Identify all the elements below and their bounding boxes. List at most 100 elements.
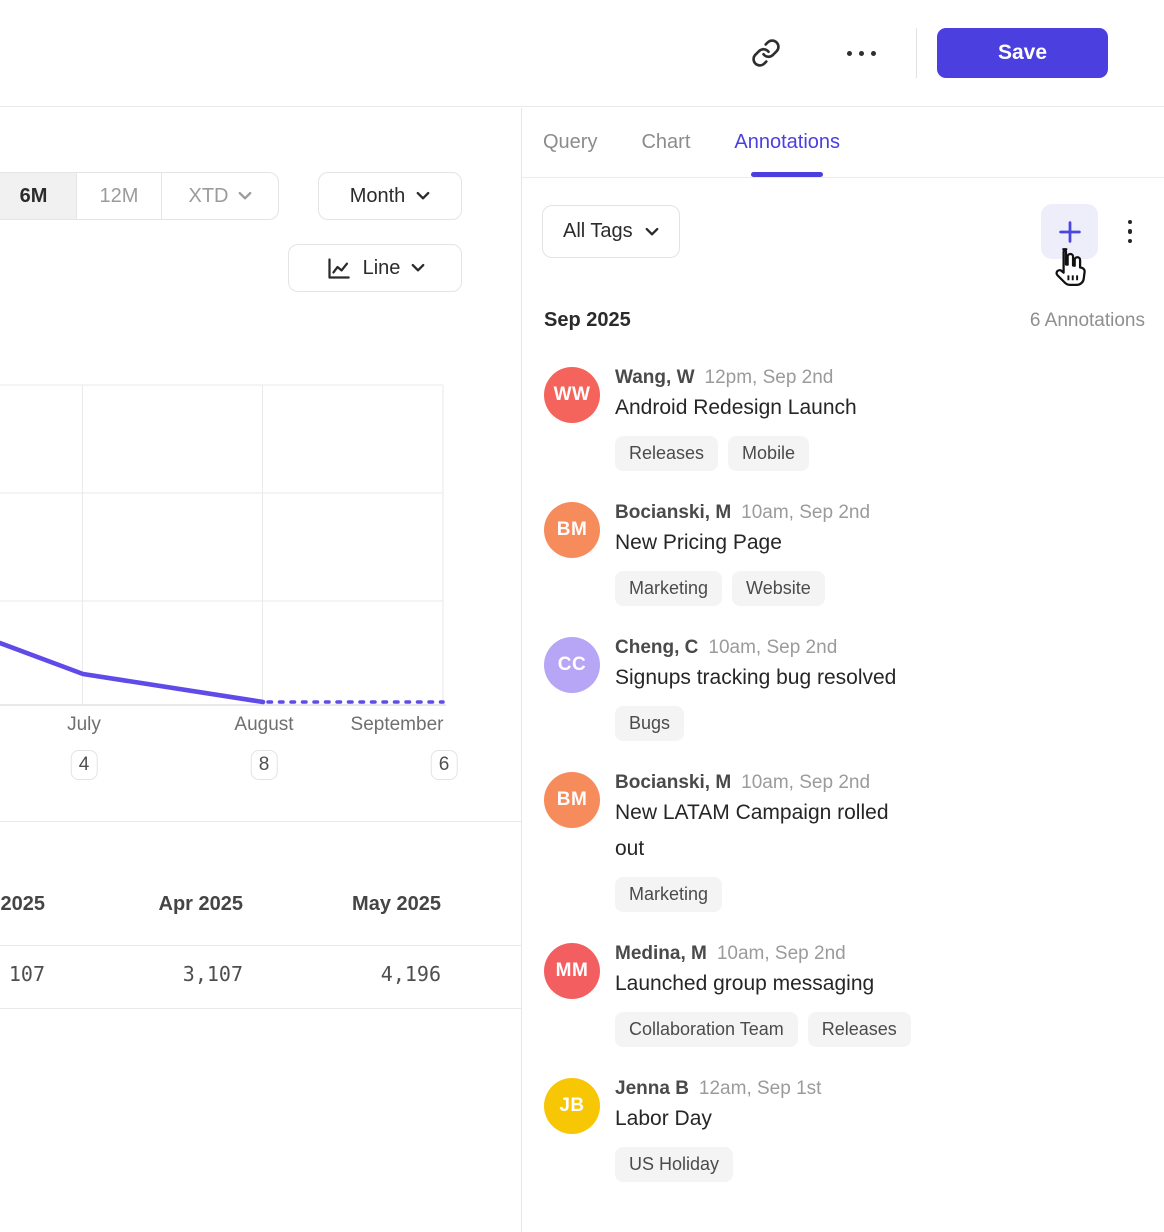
chart-panel: 6M 12M XTD Month Line July 4 August 8 Septembe… [0, 0, 521, 1232]
range-option-label: 6M [19, 184, 48, 207]
annotation-item[interactable]: BM Bocianski, M 10am, Sep 2nd New LATAM Cam… [544, 772, 1164, 912]
annotation-item[interactable]: MM Medina, M 10am, Sep 2nd Launched group m… [544, 943, 1164, 1047]
table-top-border [0, 821, 521, 822]
tag-pill[interactable]: Collaboration Team [615, 1012, 798, 1047]
share-link-button[interactable] [749, 36, 783, 70]
annotation-body: Wang, W 12pm, Sep 2nd Android Redesign Lau… [615, 367, 857, 471]
table-cell-value: 3,107 [182, 962, 243, 986]
x-axis-label: September [350, 714, 444, 735]
range-option-12m[interactable]: 12M [76, 173, 161, 219]
avatar: CC [544, 637, 600, 693]
annotation-title: out [615, 837, 645, 860]
chevron-down-icon [238, 191, 252, 201]
tag-pill[interactable]: Mobile [728, 436, 810, 471]
table-value-row: 107 3,107 4,196 [0, 962, 441, 986]
annotation-title: New LATAM Campaign rolled [615, 801, 889, 824]
annotation-title: Launched group messaging [615, 972, 875, 995]
tag-pill[interactable]: Bugs [615, 706, 685, 741]
add-annotation-button[interactable] [1041, 204, 1098, 259]
annotation-timestamp: 10am, Sep 2nd [716, 943, 846, 964]
annotation-tags: Collaboration Team Releases [615, 1012, 911, 1047]
tag-filter-label: All Tags [563, 220, 633, 242]
annotation-body: Bocianski, M 10am, Sep 2nd New LATAM Campa… [615, 772, 889, 912]
avatar: WW [544, 367, 600, 423]
x-axis-label: July [67, 714, 101, 735]
tag-pill[interactable]: Marketing [615, 877, 723, 912]
annotation-tags: Releases Mobile [615, 436, 857, 471]
annotations-panel: Query Chart Annotations All Tags Sep 2025 … [521, 108, 1164, 1232]
annotation-author: Cheng, C [615, 637, 699, 658]
annotation-timestamp: 10am, Sep 2nd [708, 637, 838, 658]
range-option-label: 12M [99, 184, 139, 207]
range-option-label: XTD [188, 184, 229, 207]
tab-query[interactable]: Query [543, 131, 598, 153]
annotation-item[interactable]: JB Jenna B 12am, Sep 1st Labor Day US Holida… [544, 1078, 1164, 1182]
annotation-author: Bocianski, M [615, 502, 732, 523]
range-option-xtd[interactable]: XTD [161, 173, 278, 219]
annotation-title: New Pricing Page [615, 531, 782, 554]
chart-type-dropdown[interactable]: Line [288, 244, 462, 292]
table-header-row: 2025 Apr 2025 May 2025 [0, 893, 442, 916]
annotation-timestamp: 10am, Sep 2nd [741, 772, 871, 793]
annotation-body: Cheng, C 10am, Sep 2nd Signups tracking bu… [615, 637, 896, 741]
annotation-header: Bocianski, M 10am, Sep 2nd [615, 502, 870, 524]
annotation-body: Medina, M 10am, Sep 2nd Launched group mes… [615, 943, 911, 1047]
annotation-header: Jenna B 12am, Sep 1st [615, 1078, 821, 1100]
group-count-label: 6 Annotations [1029, 310, 1145, 331]
annotation-item[interactable]: CC Cheng, C 10am, Sep 2nd Signups tracking … [544, 637, 1164, 741]
annotation-title: Signups tracking bug resolved [615, 666, 897, 689]
panel-tabs: Query Chart Annotations [522, 108, 1164, 178]
topbar-divider [916, 28, 917, 78]
save-button[interactable]: Save [937, 28, 1108, 78]
annotation-group-header: Sep 2025 6 Annotations [544, 309, 1145, 332]
avatar: BM [544, 772, 600, 828]
ellipsis-icon [846, 50, 876, 56]
annotation-tags: Marketing [615, 877, 889, 912]
kebab-icon [1127, 219, 1133, 225]
annotation-author: Medina, M [615, 943, 707, 964]
interval-dropdown[interactable]: Month [318, 172, 462, 220]
chart-type-label: Line [362, 256, 401, 279]
annotation-tags: Bugs [615, 706, 896, 741]
annotation-list: WW Wang, W 12pm, Sep 2nd Android Redesign L… [544, 367, 1164, 1182]
annotation-author: Jenna B [615, 1078, 689, 1099]
tag-pill[interactable]: Marketing [615, 571, 723, 606]
more-options-button[interactable] [844, 36, 878, 70]
tab-annotations[interactable]: Annotations [734, 108, 840, 177]
avatar: JB [544, 1078, 600, 1134]
annotation-timestamp: 12pm, Sep 2nd [704, 367, 834, 388]
tab-chart[interactable]: Chart [641, 131, 691, 153]
table-bottom-border [0, 1008, 521, 1009]
annotation-count-badge[interactable]: 6 [430, 750, 458, 780]
chevron-down-icon [645, 227, 659, 237]
annotation-title: Labor Day [615, 1107, 712, 1130]
avatar: MM [544, 943, 600, 999]
annotation-item[interactable]: WW Wang, W 12pm, Sep 2nd Android Redesign L… [544, 367, 1164, 471]
tag-pill[interactable]: Website [732, 571, 825, 606]
interval-label: Month [349, 184, 406, 207]
annotation-body: Bocianski, M 10am, Sep 2nd New Pricing Pag… [615, 502, 870, 606]
table-column-header: 2025 [0, 893, 46, 915]
annotation-item[interactable]: BM Bocianski, M 10am, Sep 2nd New Pricing P… [544, 502, 1164, 606]
group-month-label: Sep 2025 [544, 309, 631, 331]
table-cell-value: 4,196 [380, 962, 441, 986]
annotations-toolbar: All Tags [542, 204, 1145, 259]
tag-filter-dropdown[interactable]: All Tags [542, 205, 680, 258]
annotations-menu-button[interactable] [1115, 212, 1145, 252]
tag-pill[interactable]: Releases [807, 1012, 911, 1047]
range-option-6m[interactable]: 6M [0, 173, 76, 219]
annotation-author: Wang, W [615, 367, 695, 388]
table-column-header: May 2025 [352, 893, 441, 915]
annotation-header: Cheng, C 10am, Sep 2nd [615, 637, 896, 659]
annotation-count-badge[interactable]: 4 [70, 750, 98, 780]
avatar: BM [544, 502, 600, 558]
tag-pill[interactable]: Releases [615, 436, 719, 471]
chevron-down-icon [416, 191, 430, 201]
annotation-header: Medina, M 10am, Sep 2nd [615, 943, 911, 965]
table-cell-value: 107 [8, 962, 45, 986]
annotation-title: Android Redesign Launch [615, 396, 857, 419]
annotation-tags: US Holiday [615, 1147, 821, 1182]
annotation-count-badge[interactable]: 8 [250, 750, 278, 780]
tag-pill[interactable]: US Holiday [615, 1147, 734, 1182]
table-column-header: Apr 2025 [158, 893, 244, 915]
